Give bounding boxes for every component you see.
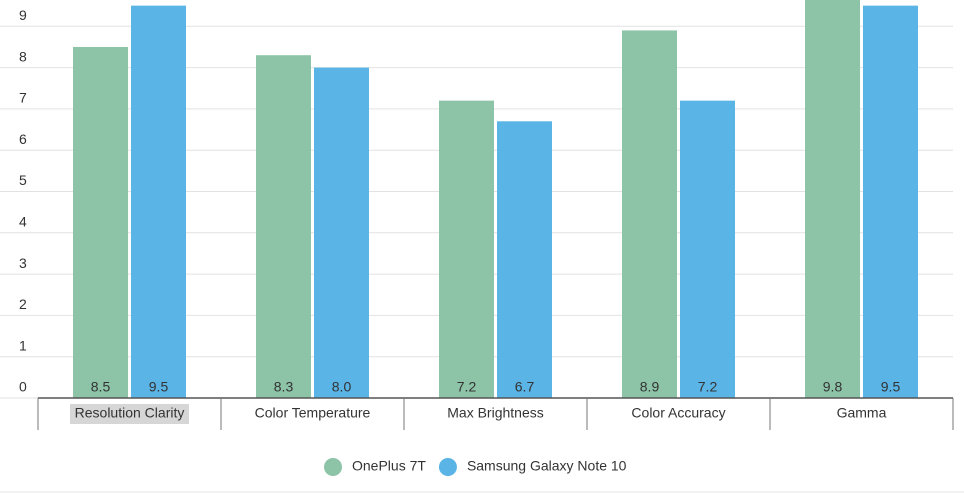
legend-swatch: [438, 458, 457, 476]
value-label: 9.5: [149, 379, 169, 395]
value-label: 8.9: [640, 379, 660, 395]
bar: [863, 5, 918, 399]
y-tick-label: 8: [19, 48, 27, 64]
bar: [680, 100, 735, 398]
value-label: 8.5: [91, 379, 111, 395]
y-tick-label: 1: [19, 337, 27, 353]
value-label: 7.2: [698, 379, 718, 395]
bar: [131, 5, 186, 399]
value-label: 8.3: [274, 379, 294, 395]
y-tick-label: 9: [19, 7, 27, 23]
y-tick-label: 2: [19, 296, 27, 312]
bar: [805, 0, 860, 398]
x-tick-label: Gamma: [837, 405, 887, 421]
y-tick-label: 5: [19, 172, 27, 188]
x-tick-label: Resolution Clarity: [75, 405, 185, 421]
x-tick-label: Color Accuracy: [631, 405, 725, 421]
bar: [622, 30, 677, 399]
bar: [73, 46, 128, 398]
y-tick-label: 6: [19, 131, 27, 147]
value-label: 8.0: [332, 379, 352, 395]
value-label: 6.7: [515, 379, 535, 395]
legend-label: Samsung Galaxy Note 10: [467, 458, 627, 474]
y-tick-label: 7: [19, 90, 27, 106]
value-label: 9.5: [881, 379, 901, 395]
x-tick-label: Max Brightness: [447, 405, 543, 421]
y-tick-label: 4: [19, 214, 27, 230]
y-tick-label: 3: [19, 255, 27, 271]
bar: [439, 100, 494, 398]
bar: [314, 67, 369, 398]
selection-highlight: [70, 404, 189, 424]
bar: [256, 55, 311, 399]
y-tick-label: 0: [19, 379, 27, 395]
value-label: 7.2: [457, 379, 477, 395]
legend-swatch: [324, 458, 342, 476]
bar: [497, 121, 552, 398]
x-tick-label: Color Temperature: [255, 405, 371, 421]
legend-label: OnePlus 7T: [352, 458, 426, 474]
value-label: 9.8: [823, 379, 843, 395]
